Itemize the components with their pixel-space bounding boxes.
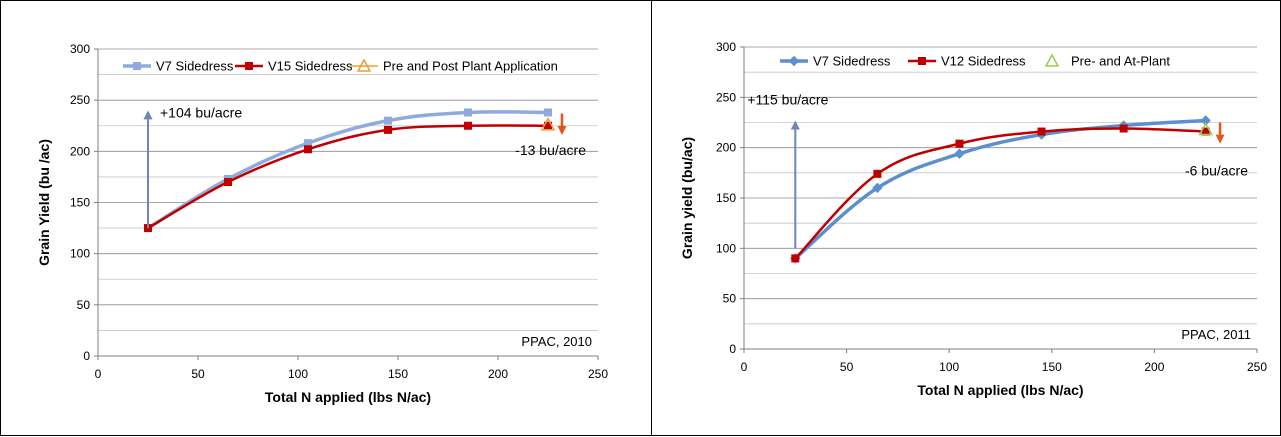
x-axis-title: Total N applied (lbs N/ac) — [265, 389, 431, 405]
series-3-point — [540, 117, 556, 131]
y-tick-label: 100 — [70, 247, 90, 261]
y-axis-title: Grain yield (bu/ac) — [679, 137, 695, 259]
series-1-point — [872, 182, 883, 194]
loss-label: -6 bu/acre — [1185, 163, 1248, 179]
x-tick-label: 150 — [388, 367, 408, 381]
source-label: PPAC, 2010 — [521, 334, 592, 349]
series-2-point — [791, 254, 800, 263]
legend-label: Pre and Post Plant Application — [383, 59, 558, 74]
y-tick-label: 0 — [83, 349, 90, 363]
x-tick-label: 0 — [741, 360, 748, 374]
legend-marker — [133, 62, 141, 70]
series-line-1 — [146, 110, 550, 230]
x-tick-label: 150 — [1042, 360, 1062, 374]
yield-chart-2011: 0 50 100 150 200 250 300 0 50 100 150 200 250 Total N… — [679, 40, 1267, 398]
legend-label: V7 Sidedress — [813, 54, 891, 69]
x-axis-title: Total N applied (lbs N/ac) — [917, 382, 1083, 398]
series-line-1 — [793, 118, 1208, 261]
chart-panel-2011: 0 50 100 150 200 250 300 0 50 100 150 200 250 Total N… — [651, 0, 1281, 436]
legend-label: V12 Sidedress — [941, 54, 1026, 69]
x-tick-label: 250 — [588, 367, 608, 381]
x-tick-label: 250 — [1247, 360, 1267, 374]
legend-item-2: V15 Sidedress — [235, 59, 353, 74]
legend-item-3: Pre- and At-Plant — [1044, 53, 1170, 69]
series-2-point — [304, 145, 312, 154]
legend-label: V7 Sidedress — [156, 59, 234, 74]
series-1-point — [544, 108, 552, 117]
series-2-point — [464, 121, 472, 130]
series-2-point — [873, 169, 882, 178]
series-2-point — [1119, 124, 1128, 133]
y-tick-label: 50 — [723, 292, 737, 306]
yield-chart-2010: 0 50 100 150 200 250 300 0 50 100 150 200 250 Total N… — [36, 42, 608, 405]
legend-label: Pre- and At-Plant — [1071, 54, 1170, 69]
y-axis-title: Grain Yield (bu /ac) — [36, 139, 52, 266]
loss-arrow-head — [557, 125, 567, 135]
chart-panel-2010: 0 50 100 150 200 250 300 0 50 100 150 200 250 Total N… — [0, 0, 652, 436]
series-2-point — [1037, 127, 1046, 136]
legend-marker — [356, 58, 372, 72]
series-1-point — [954, 148, 965, 159]
x-tick-label: 200 — [1144, 360, 1164, 374]
loss-label: -13 bu/acre — [515, 142, 586, 158]
gain-arrow-head — [790, 120, 800, 130]
y-tick-label: 300 — [716, 40, 736, 54]
y-tick-label: 150 — [716, 191, 736, 205]
y-tick-label: 150 — [70, 196, 90, 210]
x-tick-label: 50 — [840, 360, 854, 374]
y-tick-label: 300 — [70, 42, 90, 56]
legend-marker — [788, 55, 800, 67]
x-tick-label: 100 — [288, 367, 308, 381]
series-1-point — [464, 108, 472, 117]
legend-marker — [1044, 53, 1060, 67]
legend-marker — [245, 62, 253, 70]
x-tick-label: 100 — [939, 360, 959, 374]
loss-arrow-head — [1215, 134, 1225, 144]
legend-item-1: V7 Sidedress — [780, 54, 891, 69]
y-tick-label: 200 — [70, 144, 90, 158]
series-1-point — [384, 116, 392, 125]
series-line-2 — [794, 127, 1207, 260]
gain-label: +104 bu/acre — [160, 104, 242, 120]
y-tick-label: 250 — [716, 90, 736, 104]
series-2-point — [384, 125, 392, 134]
x-tick-label: 200 — [488, 367, 508, 381]
x-tick-label: 0 — [95, 367, 102, 381]
y-tick-label: 50 — [77, 298, 91, 312]
source-label: PPAC, 2011 — [1181, 327, 1251, 342]
series-2-point — [955, 139, 964, 148]
legend-item-1: V7 Sidedress — [123, 59, 234, 74]
legend-item-2: V12 Sidedress — [908, 54, 1026, 69]
legend-marker — [918, 57, 926, 65]
series-2-point — [224, 178, 232, 187]
y-tick-label: 200 — [716, 141, 736, 155]
gain-label: +115 bu/acre — [747, 91, 828, 107]
x-tick-label: 50 — [191, 367, 205, 381]
y-tick-label: 250 — [70, 93, 90, 107]
legend-label: V15 Sidedress — [268, 59, 353, 74]
legend-item-3: Pre and Post Plant Application — [350, 58, 558, 74]
y-tick-label: 100 — [716, 241, 736, 255]
gain-arrow-head — [143, 110, 153, 120]
y-tick-label: 0 — [729, 342, 736, 356]
series-3-point — [1198, 121, 1213, 136]
